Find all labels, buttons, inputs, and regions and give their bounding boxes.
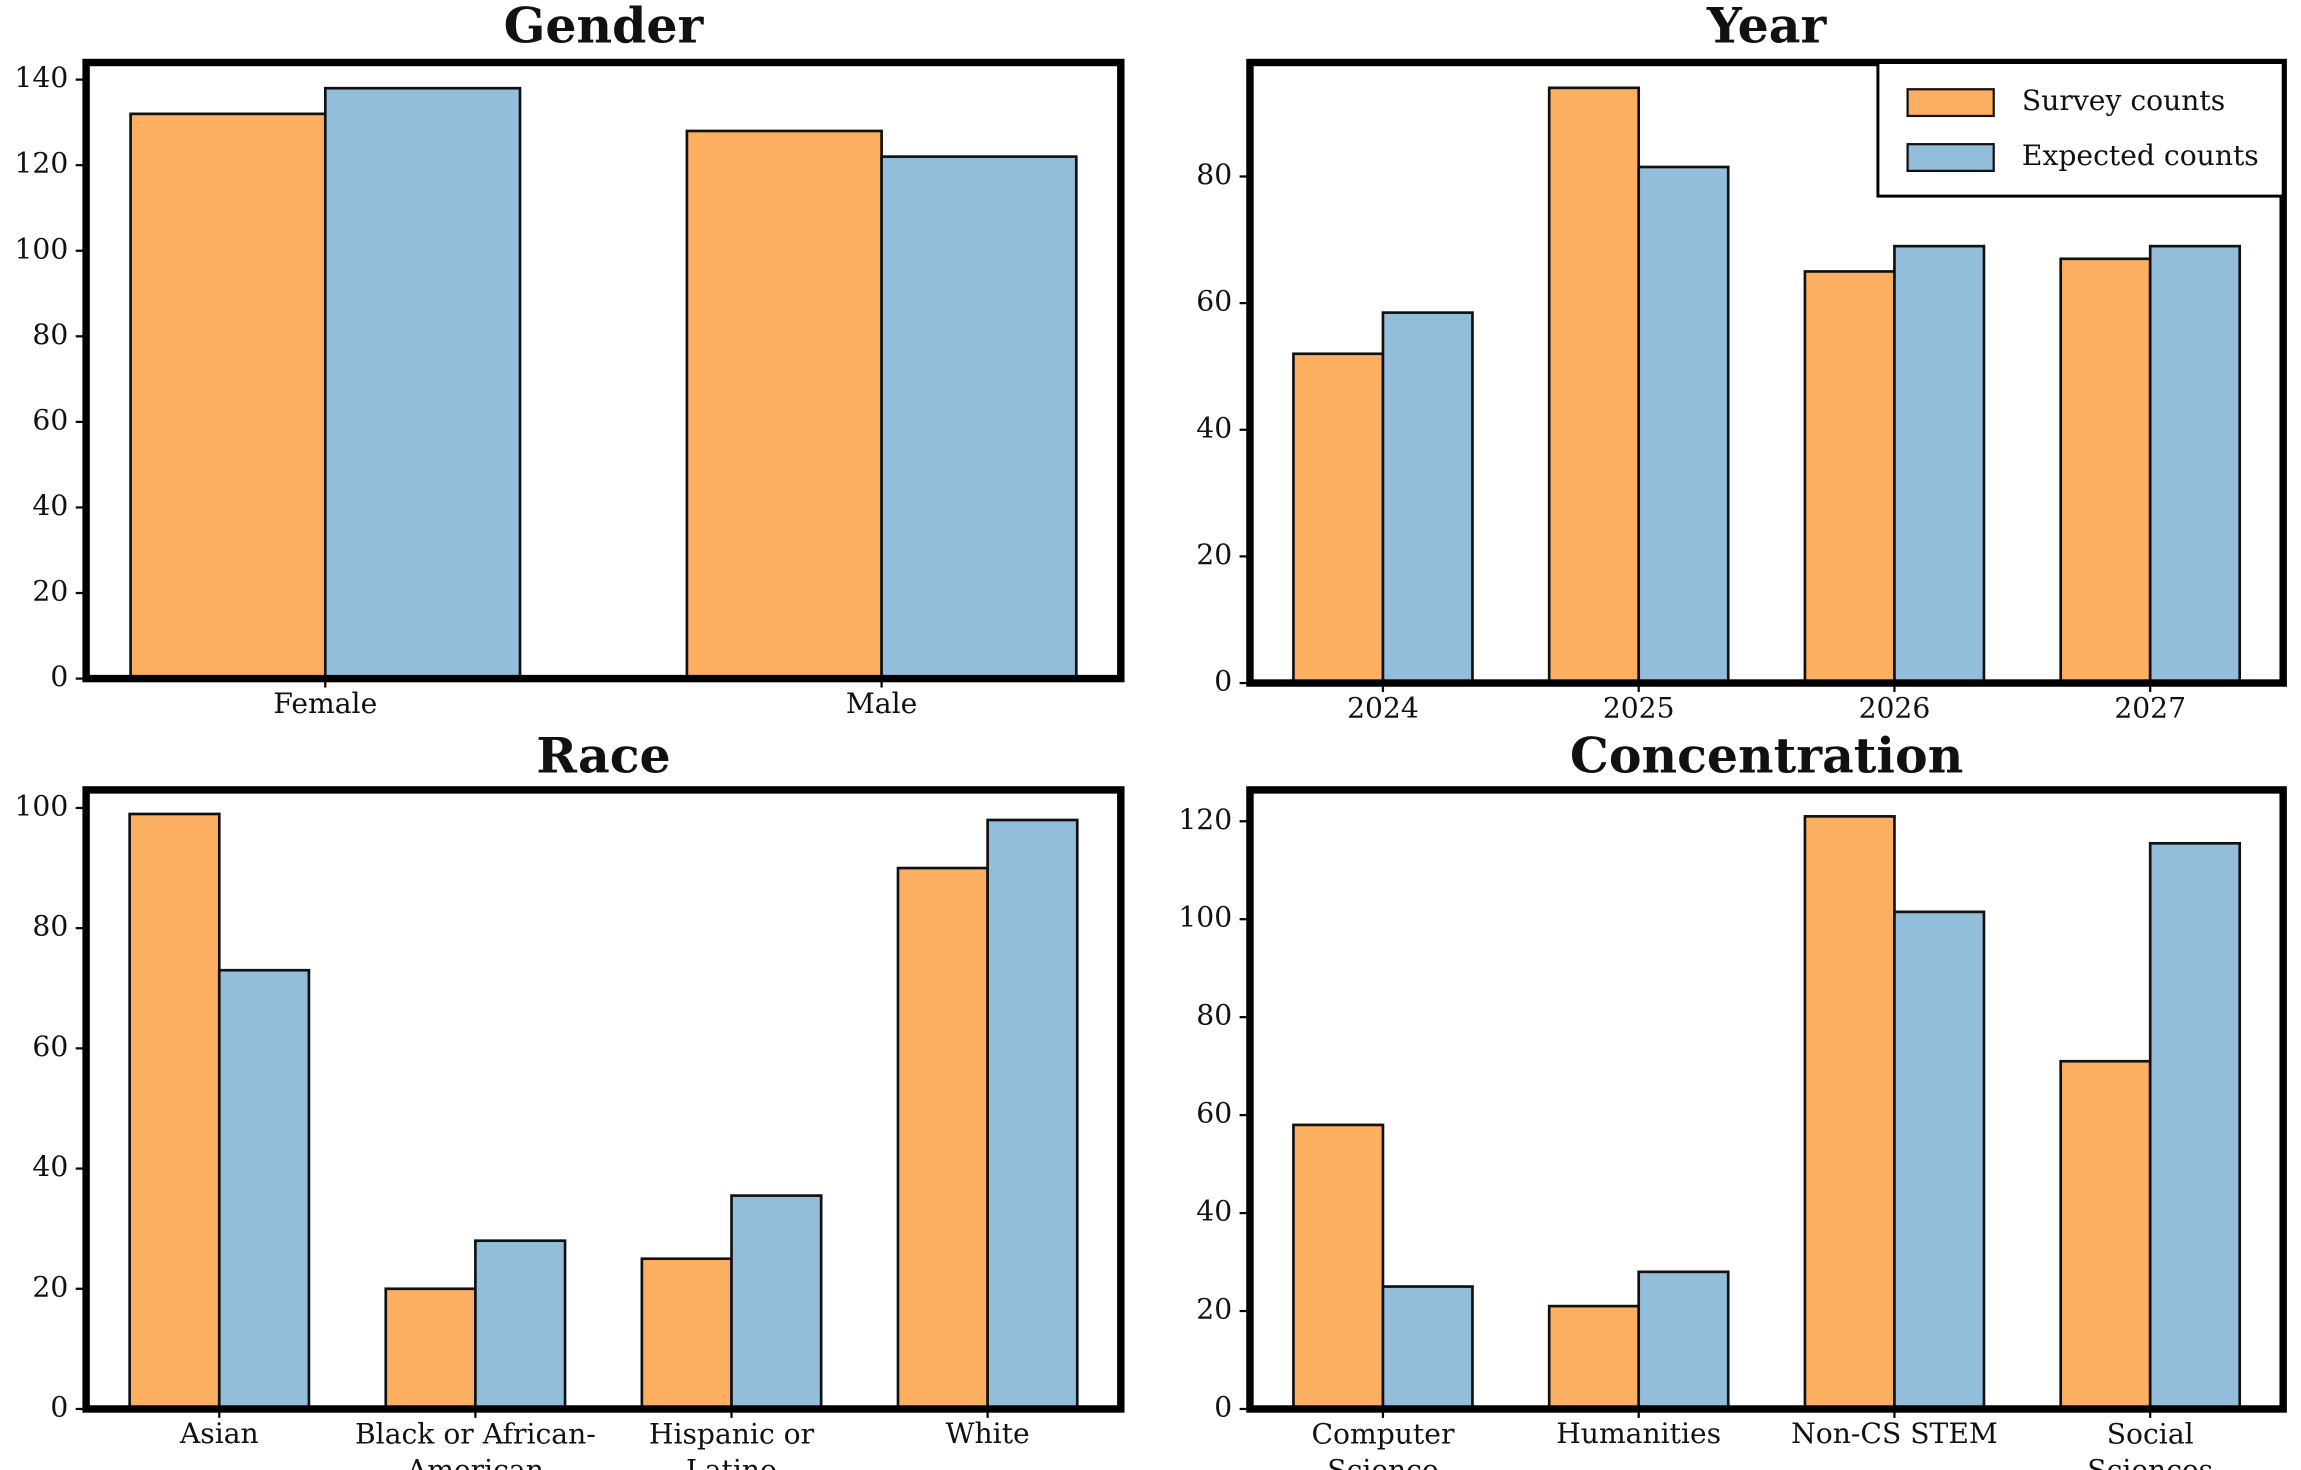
bar [640,1257,733,1411]
x-tick-label: Male [846,687,917,720]
bar [896,866,989,1411]
bar [2148,244,2242,685]
bar [2148,841,2242,1411]
bar [1803,270,1896,685]
y-tick-label: 80 [1196,999,1232,1032]
bar [323,86,522,680]
y-tick-label: 20 [1196,1293,1232,1326]
bar [1637,1270,1730,1411]
y-tick-label: 40 [32,1150,68,1183]
legend-label: Survey counts [2022,84,2225,117]
bar [217,968,311,1411]
y-tick-label: 100 [14,789,68,822]
y-tick-label: 100 [1178,901,1232,934]
y-tick-label: 20 [1196,538,1232,571]
y-tick-label: 100 [14,232,68,265]
y-tick-label: 60 [1196,1097,1232,1130]
x-tick-label: 2026 [1859,691,1931,724]
bar [2059,1059,2152,1411]
x-tick-label: White [946,1417,1030,1450]
x-tick-label: 2025 [1603,691,1675,724]
y-tick-label: 120 [14,147,68,180]
bar [1292,1123,1385,1411]
y-tick-label: 140 [14,61,68,94]
y-tick-label: 40 [32,489,68,522]
bar [730,1194,823,1411]
bar [128,812,221,1411]
bar [1637,165,1730,685]
y-tick-label: 80 [32,318,68,351]
y-tick-label: 0 [1214,665,1232,698]
y-tick-label: 60 [32,403,68,436]
bar [1381,1285,1474,1411]
bar [474,1239,567,1411]
bar [1547,1304,1641,1411]
bar [1292,352,1385,685]
plot-frame [82,58,1125,683]
y-tick-label: 40 [1196,411,1232,444]
x-tick-label: Humanities [1556,1417,1721,1450]
y-tick-label: 80 [1196,158,1232,191]
chart-title: Gender [504,0,705,54]
x-tick-label: Female [273,687,377,720]
x-tick-label: 2027 [2114,691,2186,724]
x-tick-label: Computer Science [1311,1417,1454,1470]
y-tick-label: 20 [32,575,68,608]
y-tick-label: 80 [32,910,68,943]
x-tick-label: Asian [179,1417,259,1450]
y-tick-label: 60 [32,1030,68,1063]
x-tick-label: Social Sciences [2087,1417,2213,1470]
bar [1381,311,1474,685]
plot-frame [1246,786,2287,1413]
legend-swatch [1906,88,1995,118]
y-tick-label: 0 [50,660,68,693]
y-tick-label: 120 [1178,803,1232,836]
y-tick-label: 60 [1196,285,1232,318]
legend-swatch [1906,143,1995,172]
x-tick-label: Non-CS STEM [1791,1417,1998,1450]
legend-box [1876,61,2285,198]
plot-frame [1246,58,2287,687]
chart-title: Year [1706,0,1828,54]
bar [685,129,883,680]
y-tick-label: 20 [32,1270,68,1303]
y-tick-label: 0 [1214,1390,1232,1423]
bar [129,112,327,680]
x-tick-label: Hispanic or Latino [649,1417,815,1470]
legend-label: Expected counts [2022,139,2259,172]
bar [384,1287,477,1411]
bar [2059,257,2152,685]
bar [1893,244,1986,685]
x-tick-label: 2024 [1347,691,1419,724]
chart-title: Race [536,727,671,785]
bar [1547,86,1641,685]
y-tick-label: 0 [50,1390,68,1423]
chart-title: Concentration [1570,727,1963,785]
plot-frame [82,786,1125,1413]
y-tick-label: 40 [1196,1195,1232,1228]
bar [1803,815,1896,1411]
bar [1893,910,1986,1411]
bar [880,155,1078,680]
x-tick-label: Black or African-American [355,1417,596,1470]
bar [986,818,1079,1411]
